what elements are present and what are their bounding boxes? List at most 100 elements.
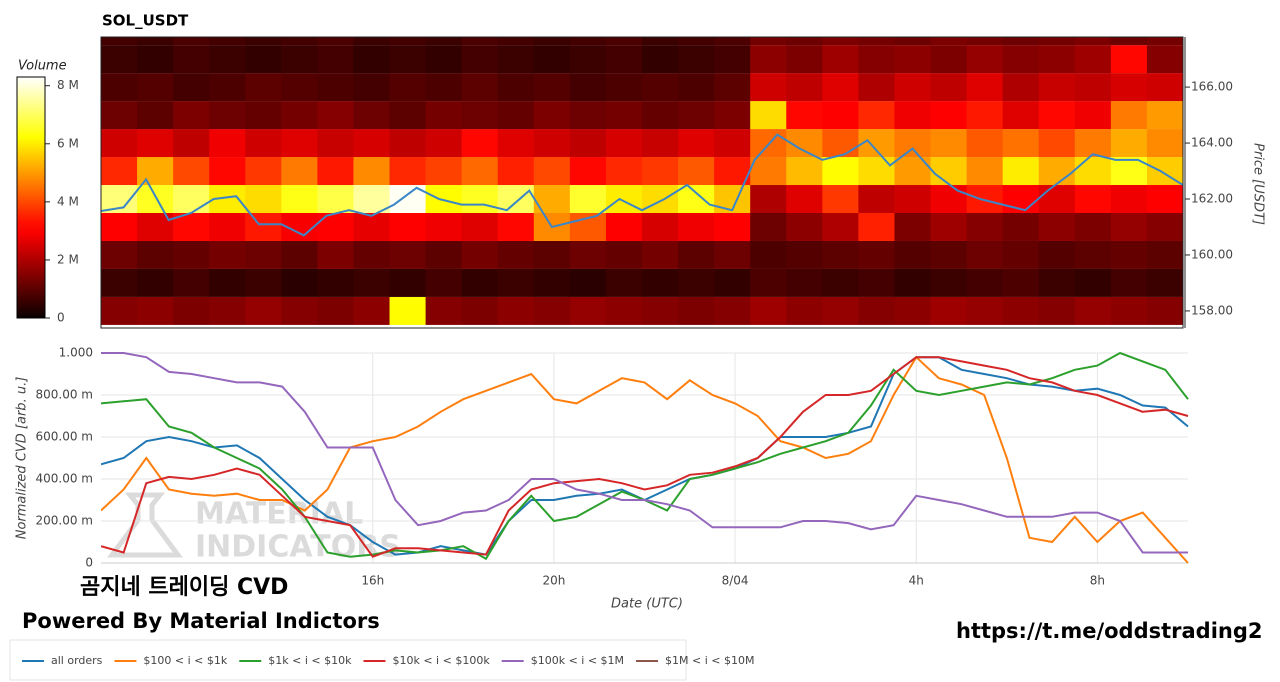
heatmap-cell bbox=[858, 296, 895, 325]
heatmap-cell bbox=[750, 240, 787, 269]
heatmap-cell bbox=[569, 37, 607, 46]
legend: all orders $100 < i < $1k $1k < i < $10k $1… bbox=[22, 654, 754, 667]
heatmap-cell bbox=[425, 268, 463, 297]
legend-label: $10k < i < $100k bbox=[392, 654, 490, 667]
heatmap-cell bbox=[750, 157, 787, 186]
heatmap-cell bbox=[786, 37, 823, 46]
heatmap-cell bbox=[209, 101, 246, 130]
heatmap-cell bbox=[569, 101, 607, 130]
heatmap-cell bbox=[1002, 45, 1040, 74]
heatmap-cell bbox=[966, 212, 1004, 241]
heatmap-cell bbox=[930, 185, 968, 213]
heatmap-cell bbox=[389, 157, 427, 186]
heatmap-cell bbox=[1146, 73, 1183, 102]
y-tick-label: 164.00 bbox=[1191, 136, 1233, 150]
heatmap-cell bbox=[497, 73, 535, 102]
heatmap-cell bbox=[1074, 268, 1112, 297]
heatmap-cell bbox=[930, 129, 968, 158]
heatmap-cell bbox=[966, 157, 1004, 186]
heatmap-cell bbox=[389, 212, 427, 241]
heatmap-cell bbox=[137, 157, 174, 186]
heatmap-cell bbox=[209, 240, 246, 269]
heatmap-cell bbox=[642, 73, 679, 102]
heatmap-cell bbox=[930, 296, 968, 325]
heatmap-cell bbox=[497, 296, 535, 325]
heatmap-cell bbox=[389, 37, 427, 46]
heatmap-cell bbox=[173, 129, 210, 158]
heatmap-cell bbox=[1110, 185, 1148, 213]
heatmap-cell bbox=[1038, 212, 1076, 241]
heatmap-cell bbox=[173, 185, 210, 213]
legend-box bbox=[9, 639, 687, 681]
colorbar-tick-label: 4 M bbox=[57, 194, 79, 208]
heatmap-cell bbox=[425, 73, 463, 102]
heatmap-cell bbox=[605, 212, 643, 241]
heatmap-cell bbox=[750, 212, 787, 241]
plot-frame bbox=[100, 36, 1184, 329]
heatmap-cell bbox=[137, 185, 174, 213]
heatmap-cell bbox=[245, 296, 282, 325]
heatmap-cell bbox=[1110, 101, 1148, 130]
heatmap-cell bbox=[822, 296, 859, 325]
heatmap-cell bbox=[137, 73, 174, 102]
heatmap-cell bbox=[1038, 268, 1076, 297]
heatmap-cell bbox=[750, 185, 787, 213]
heatmap-cell bbox=[533, 157, 571, 186]
heatmap-cell bbox=[281, 129, 318, 158]
heatmap-cell bbox=[533, 185, 571, 213]
heatmap-cell bbox=[822, 37, 859, 46]
heatmap-cell bbox=[1038, 185, 1076, 213]
heatmap-cell bbox=[209, 129, 246, 158]
heatmap-cell bbox=[1146, 185, 1183, 213]
heatmap-cell bbox=[425, 296, 463, 325]
heatmap-cell bbox=[137, 296, 174, 325]
heatmap-cell bbox=[281, 240, 318, 269]
heatmap-cell bbox=[750, 37, 787, 46]
heatmap-cell bbox=[714, 296, 751, 325]
heatmap-cell bbox=[750, 45, 787, 74]
y-axis-title: Price [USDT] bbox=[1251, 143, 1266, 225]
heatmap-cell bbox=[425, 185, 463, 213]
heatmap-cell bbox=[209, 45, 246, 74]
heatmap-cell bbox=[1002, 129, 1040, 158]
heatmap-cell bbox=[317, 73, 354, 102]
heatmap-cell bbox=[678, 212, 715, 241]
heatmap-cell bbox=[1146, 296, 1183, 325]
heatmap-cell bbox=[1146, 101, 1183, 130]
heatmap-cell bbox=[714, 212, 751, 241]
heatmap-cell bbox=[497, 157, 535, 186]
heatmap-cell bbox=[786, 101, 823, 130]
series-line bbox=[101, 352, 1188, 554]
heatmap-cell bbox=[569, 240, 607, 269]
heatmap-cell bbox=[461, 185, 499, 213]
heatmap-cell bbox=[533, 296, 571, 325]
y-tick-label: 160.00 bbox=[1191, 247, 1233, 261]
watermark-text: MATERIAL bbox=[195, 497, 363, 532]
heatmap-cell bbox=[461, 37, 499, 46]
heatmap-cell bbox=[1038, 157, 1076, 186]
colorbar-tick-label: 6 M bbox=[57, 136, 79, 150]
heatmap-cell bbox=[245, 73, 282, 102]
heatmap-cell bbox=[173, 73, 210, 102]
heatmap-cell bbox=[245, 212, 282, 241]
heatmap-cell bbox=[642, 37, 679, 46]
heatmap-cell bbox=[101, 101, 138, 130]
heatmap-cell bbox=[461, 129, 499, 158]
heatmap-cell bbox=[966, 101, 1004, 130]
heatmap-cell bbox=[714, 45, 751, 74]
heatmap-cell bbox=[353, 185, 391, 213]
heatmap-cell bbox=[317, 185, 354, 213]
heatmap-cell bbox=[894, 73, 932, 102]
heatmap-cell bbox=[678, 73, 715, 102]
heatmap-cell bbox=[245, 101, 282, 130]
heatmap-cell bbox=[930, 157, 968, 186]
heatmap-cell bbox=[930, 212, 968, 241]
heatmap-cell bbox=[101, 73, 138, 102]
lines bbox=[101, 351, 1189, 564]
heatmap-cell bbox=[353, 129, 391, 158]
heatmap-cell bbox=[317, 240, 354, 269]
heatmap-cell bbox=[642, 101, 679, 130]
heatmap-cell bbox=[173, 240, 210, 269]
heatmap-cell bbox=[786, 268, 823, 297]
